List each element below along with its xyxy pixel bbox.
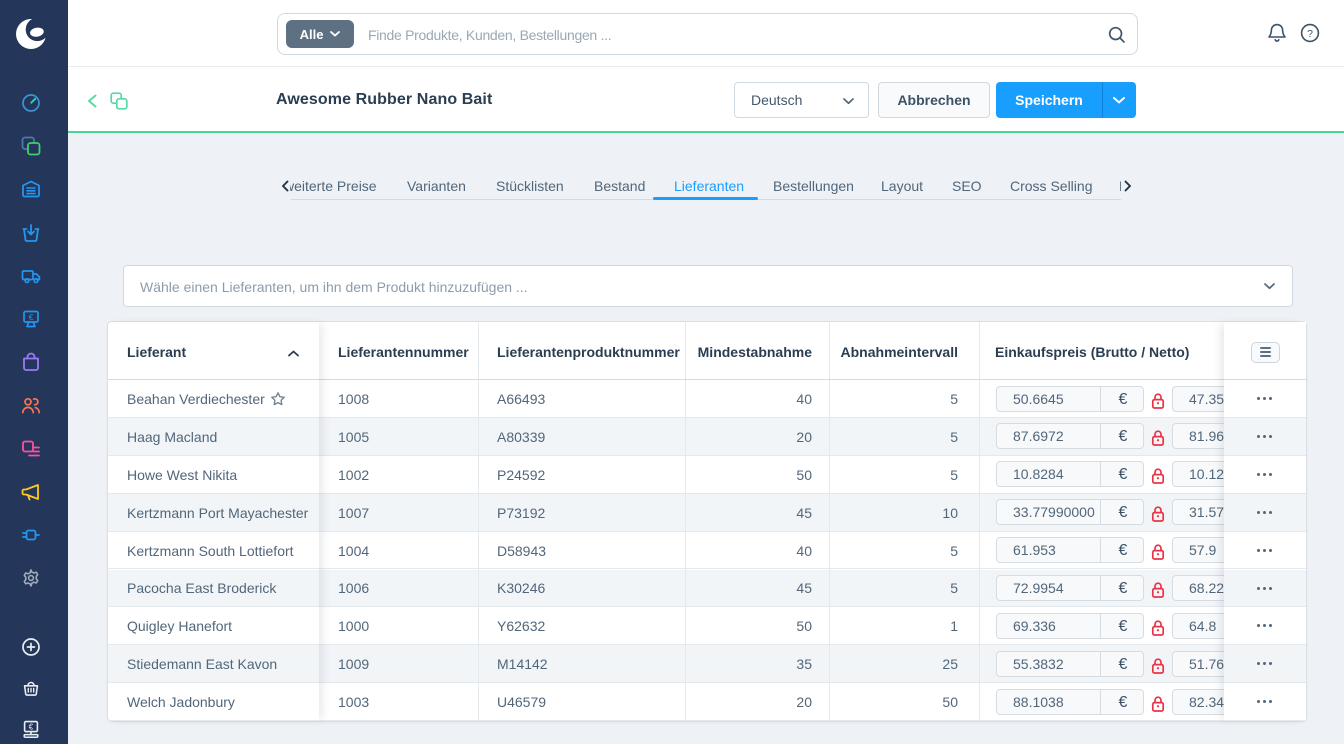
svg-text:?: ?: [1307, 28, 1313, 40]
svg-text:€: €: [29, 723, 34, 732]
svg-text:€: €: [29, 312, 34, 322]
